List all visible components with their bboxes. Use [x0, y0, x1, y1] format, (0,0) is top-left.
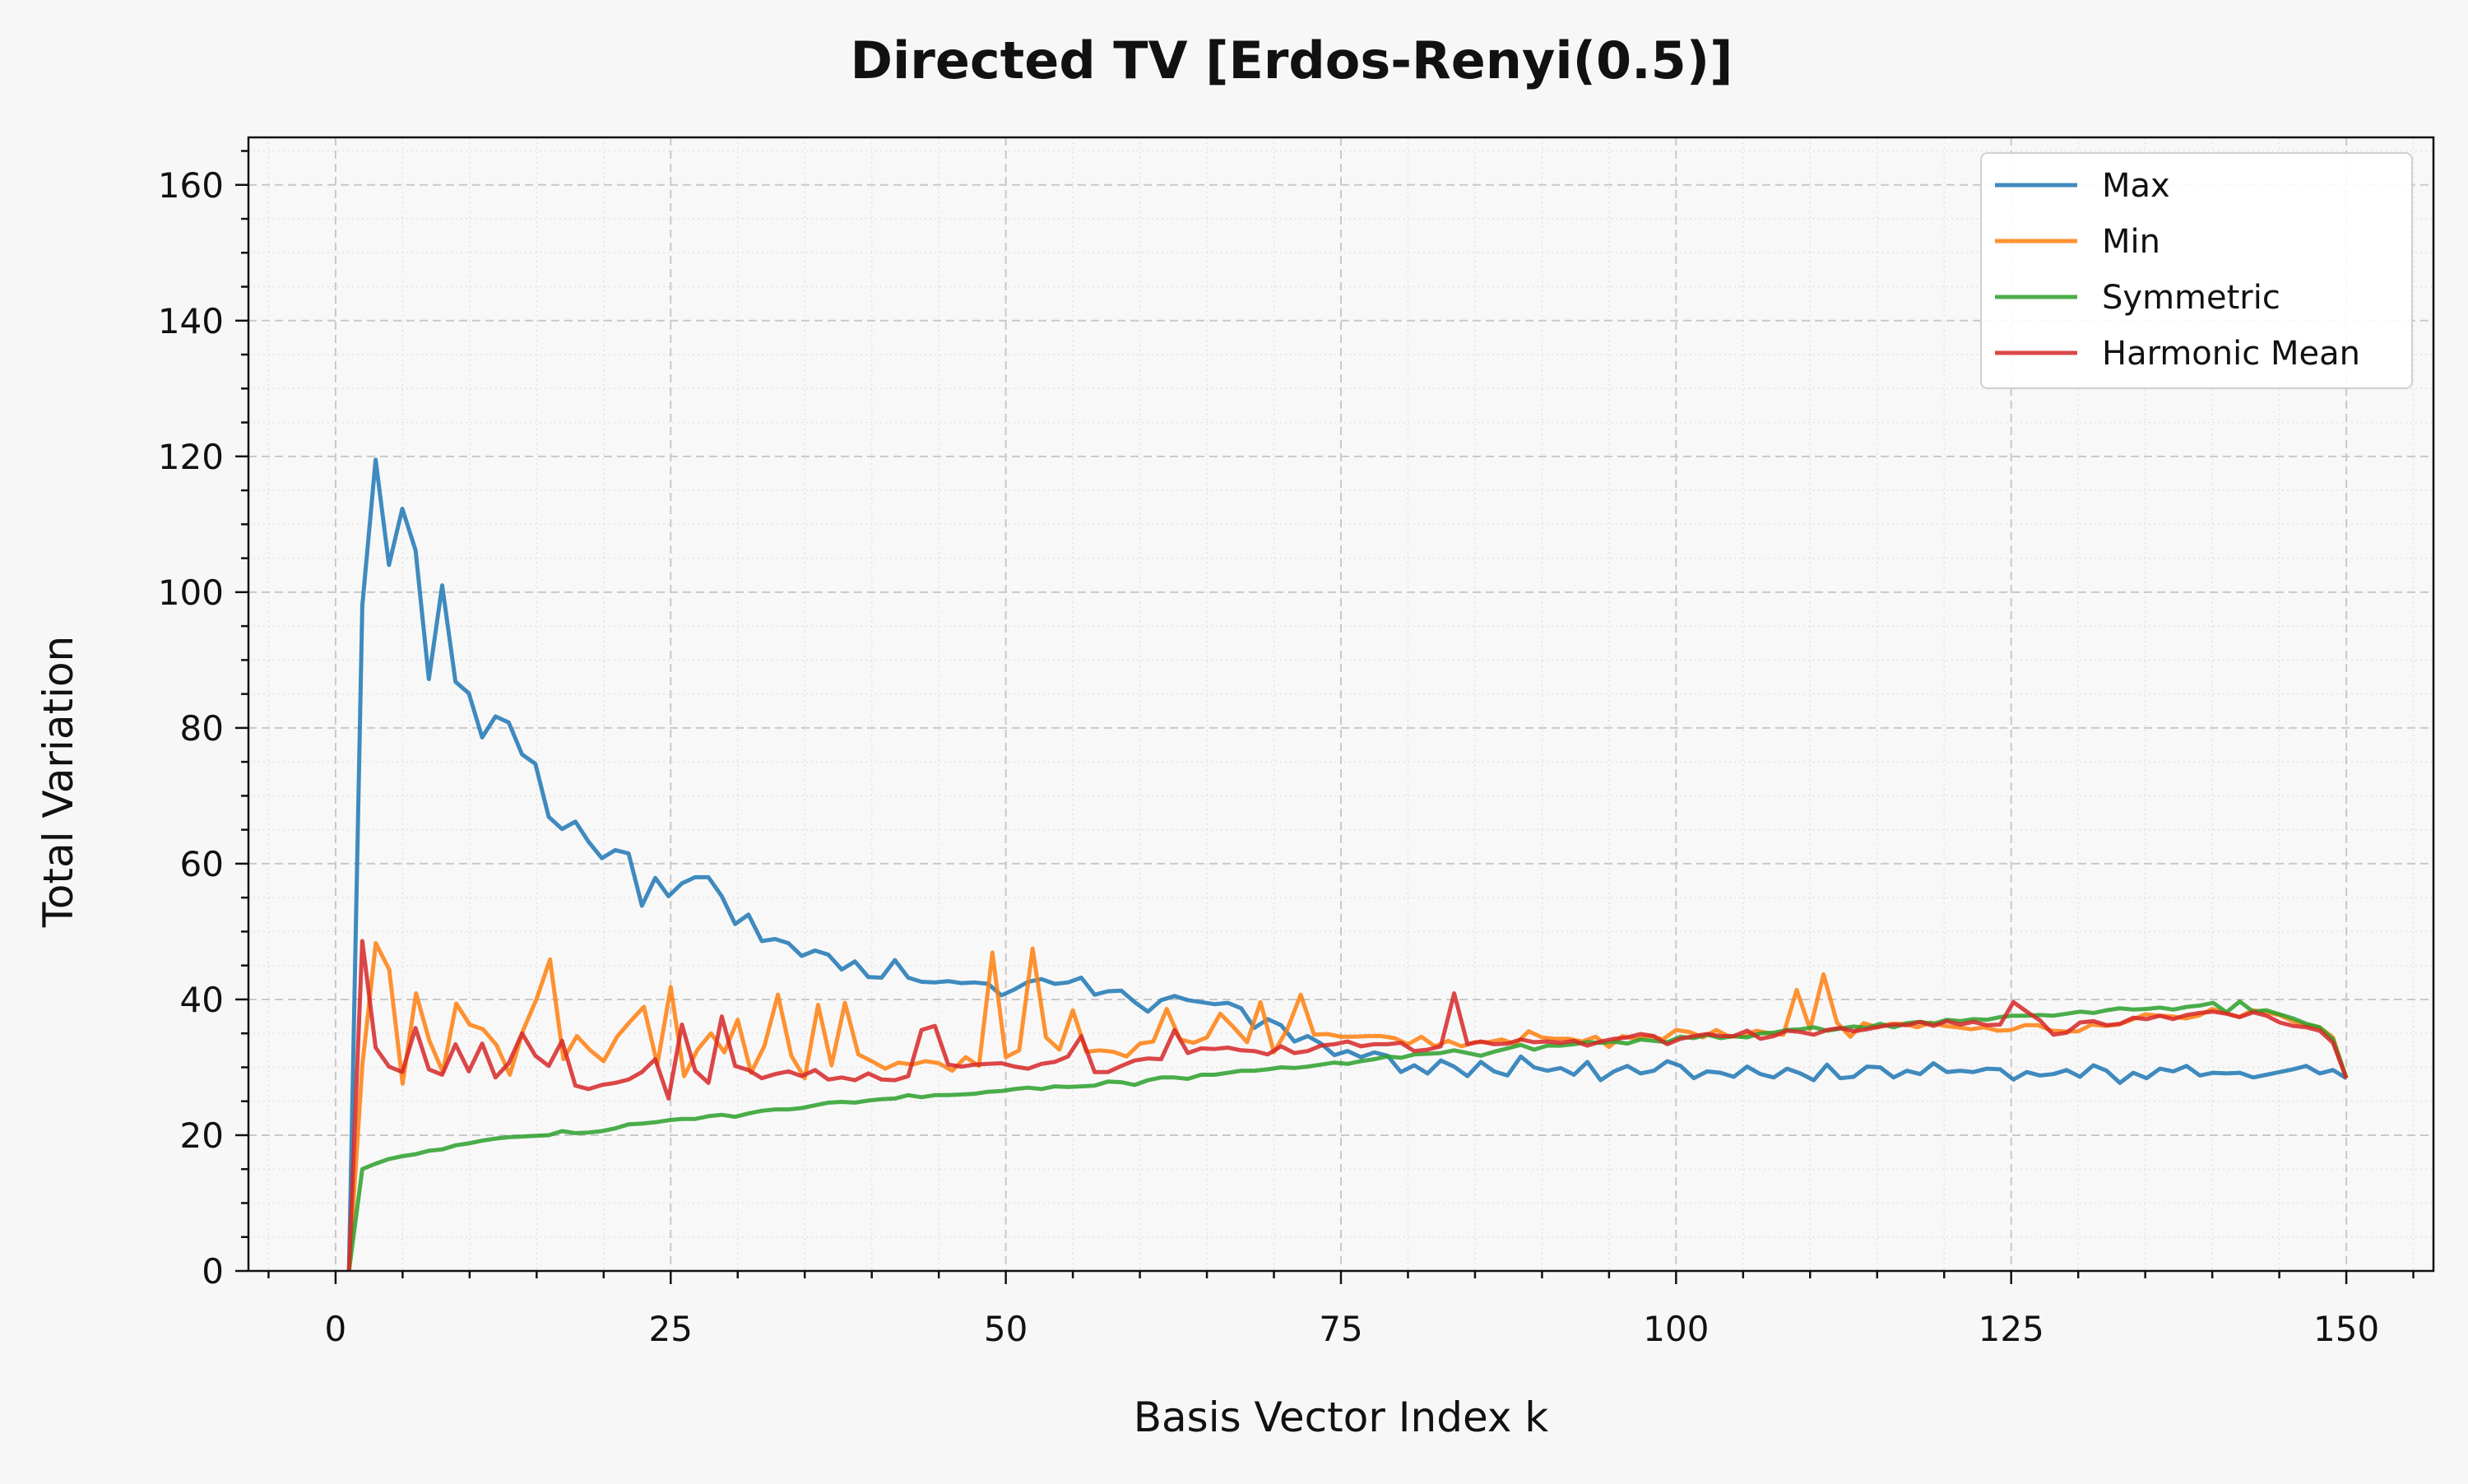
x-tick-label: 150	[2313, 1309, 2379, 1349]
y-axis-label: Total Variation	[35, 636, 82, 929]
y-tick-label: 100	[158, 573, 224, 613]
series-line-max	[346, 457, 2348, 1272]
legend-label: Min	[2102, 223, 2160, 261]
x-tick-label: 125	[1979, 1309, 2044, 1349]
x-tick-label: 25	[649, 1309, 693, 1349]
y-tick-label: 80	[180, 708, 224, 749]
y-tick-label: 120	[158, 437, 224, 477]
x-tick-label: 75	[1319, 1309, 1362, 1349]
y-tick-label: 140	[158, 301, 224, 341]
x-axis-label: Basis Vector Index k	[1134, 1394, 1549, 1441]
legend: Max Min Symmetric Harmonic Mean	[1980, 152, 2413, 389]
y-tick-label: 60	[180, 844, 224, 884]
legend-label: Harmonic Mean	[2102, 335, 2360, 373]
legend-label: Symmetric	[2102, 279, 2280, 317]
y-tick-label: 0	[202, 1251, 224, 1292]
chart-title: Directed TV [Erdos-Renyi(0.5)]	[851, 30, 1733, 90]
series-line-symmetric	[346, 999, 2349, 1272]
x-tick-label: 0	[325, 1309, 347, 1349]
x-tick-label: 50	[984, 1309, 1028, 1349]
series-line-harmonic-mean	[346, 939, 2349, 1272]
y-tick-label: 160	[158, 165, 224, 206]
legend-frame	[1980, 152, 2413, 389]
legend-label: Max	[2102, 167, 2170, 205]
y-tick-label: 40	[180, 980, 224, 1020]
tick-marks	[235, 150, 2415, 1284]
x-tick-label: 100	[1643, 1309, 1709, 1349]
series-line-min	[346, 941, 2349, 1272]
y-tick-label: 20	[180, 1115, 224, 1156]
